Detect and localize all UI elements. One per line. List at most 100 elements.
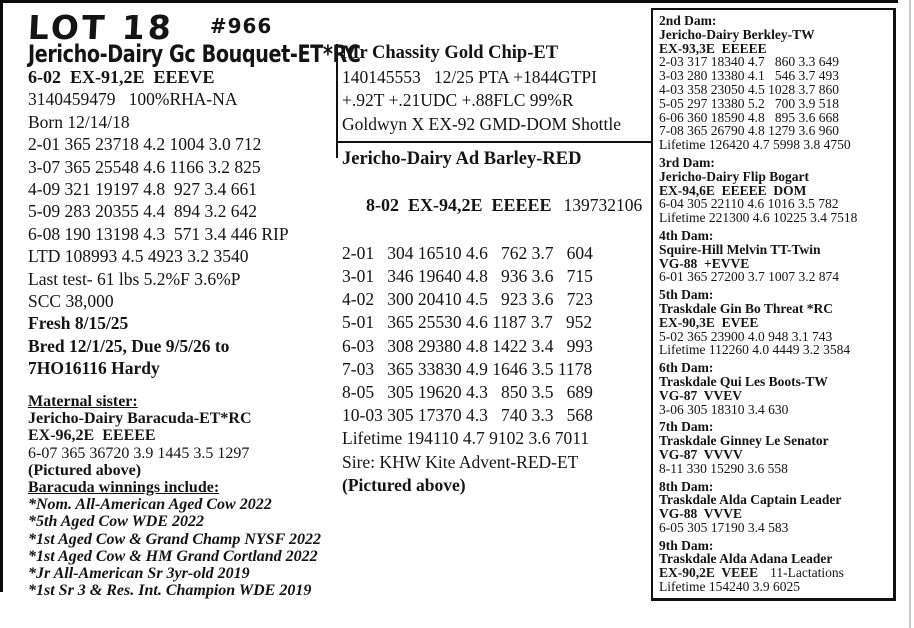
dam-sire-line: Sire: KHW Kite Advent-RED-ET <box>342 451 579 472</box>
dam-box-line: EX-93,3E EEEEE <box>659 40 891 56</box>
service-sire-lines: 140145553 12/25 PTA +1844GTPI +.92T +.21… <box>342 66 642 137</box>
dam-box-line: Traskdale Alda Adana Leader <box>659 552 891 566</box>
maternal-sister-line: *1st Aged Cow & Grand Champ NYSF 2022 <box>28 530 321 548</box>
dam-box-line-text: 8th Dam: <box>659 478 714 494</box>
dam-box-line: Lifetime 112260 4.0 4449 3.2 3584 <box>659 343 891 357</box>
dam-box-line-text: VG-88 +EVVE <box>659 255 750 271</box>
dam-box-line: 8-11 330 15290 3.6 558 <box>659 461 891 476</box>
dam-box-line-text: 6-05 305 17190 3.4 583 <box>659 519 789 535</box>
dam-box-lines: 2nd Dam: Jericho-Dairy Berkley-TW EX-93,… <box>659 14 891 594</box>
dam-box-line-text: Jericho-Dairy Berkley-TW <box>659 26 815 42</box>
dam-box-line-text: EX-90,2E VEEE <box>659 565 759 581</box>
dam-box-line: VG-88 VVVE <box>659 507 891 521</box>
service-sire-block: Mr Chassity Gold Chip-ET 140145553 12/25… <box>342 42 642 136</box>
dam-box-line-text: Traskdale Alda Captain Leader <box>659 492 842 508</box>
dam-record-line: 10-03 305 17370 4.3 740 3.3 568 <box>342 405 593 426</box>
dam-block: Jericho-Dairy Ad Barley-RED 8-02 EX-94,2… <box>342 148 647 497</box>
animal-line: LTD 108993 4.5 4923 3.2 3540 <box>28 246 249 267</box>
dam-box-line-text: VG-87 VVVV <box>659 446 743 462</box>
dam-score-line: 8-02 EX-94,2E EEEEE 139732106 <box>342 171 647 242</box>
lot-number: #966 <box>209 14 273 38</box>
dam-lifetime-line: Lifetime 194110 4.7 9102 3.6 7011 <box>342 428 590 449</box>
dam-box-line: VG-87 VVEV <box>659 387 891 403</box>
dam-box-line-text: 6-04 305 22110 4.6 1016 3.5 782 <box>659 196 839 212</box>
page-top-border <box>0 0 898 3</box>
pedigree-dams-box: 2nd Dam: Jericho-Dairy Berkley-TW EX-93,… <box>651 8 896 601</box>
dam-box-line-text: EX-94,6E EEEEE DOM <box>659 182 807 198</box>
dam-box-line-text: 6-01 365 27200 3.7 1007 3.2 874 <box>659 269 839 285</box>
animal-line: 3140459479 100%RHA-NA <box>28 89 238 110</box>
dam-box-line-text: 2nd Dam: <box>659 13 717 28</box>
animal-line: 2-01 365 23718 4.2 1004 3.0 712 <box>28 134 262 155</box>
dam-box-line: 6-04 305 22110 4.6 1016 3.5 782 <box>659 197 891 211</box>
animal-line: Bred 12/1/25, Due 9/5/26 to <box>28 335 230 356</box>
service-sire-name: Mr Chassity Gold Chip-ET <box>342 43 559 63</box>
dam-box-line: 5-02 365 23900 4.0 948 3.1 743 <box>659 328 891 344</box>
dam-box-line: Lifetime 126420 4.7 5998 3.8 4750 <box>659 138 891 152</box>
dam-box-line: 6-01 365 27200 3.7 1007 3.2 874 <box>659 270 891 284</box>
animal-line: 6-08 190 13198 4.3 571 3.4 446 RIP <box>28 223 289 244</box>
dam-box-line: Traskdale Gin Bo Threat *RC <box>659 302 891 316</box>
dam-box-line: EX-90,3E EVEE <box>659 315 891 330</box>
animal-lines: 3140459479 100%RHA-NA Born 12/14/18 2-01… <box>28 88 338 379</box>
dam-box-line-text: 7th Dam: <box>659 419 714 435</box>
dam-box-line: Lifetime 221300 4.6 10225 3.4 7518 <box>659 211 891 225</box>
animal-line: 3-07 365 25548 4.6 1166 3.2 825 <box>28 156 261 177</box>
dam-box-line: EX-94,6E EEEEE DOM <box>659 182 891 198</box>
animal-line: 4-09 321 19197 4.8 927 3.4 661 <box>28 179 257 200</box>
maternal-sister-line: *Nom. All-American Aged Cow 2022 <box>28 496 272 514</box>
dam-pictured-note: (Pictured above) <box>342 474 466 495</box>
maternal-sister-line: Maternal sister: <box>28 393 138 410</box>
maternal-sister-line: Jericho-Dairy Baracuda-ET*RC <box>28 410 252 428</box>
animal-name: Jericho-Dairy Gc Bouquet-ET*RC <box>28 40 361 68</box>
dam-box-line-text: 5-05 297 13380 5.2 700 3.9 518 <box>659 95 839 111</box>
dam-box-line: 6-05 305 17190 3.4 583 <box>659 519 891 535</box>
dam-box-line: Traskdale Alda Captain Leader <box>659 493 891 507</box>
dam-name: Jericho-Dairy Ad Barley-RED <box>342 149 582 169</box>
animal-line: Last test- 61 lbs 5.2%F 3.6%P <box>28 268 241 289</box>
maternal-sister-line: Baracuda winnings include: <box>28 479 220 497</box>
dam-box-line-text: Traskdale Gin Bo Threat *RC <box>659 300 834 316</box>
dam-box-line: 6-06 360 18590 4.8 895 3.6 668 <box>659 109 891 125</box>
middle-column-divider-vertical <box>336 44 338 158</box>
dam-box-line: 6th Dam: <box>659 361 891 375</box>
dam-box-line: Lifetime 154240 3.9 6025 <box>659 580 891 594</box>
dam-box-line-text: Traskdale Qui Les Boots-TW <box>659 373 828 389</box>
dam-box-line: 9th Dam: <box>659 537 891 553</box>
dam-record-line: 4-02 300 20410 4.5 923 3.6 723 <box>342 289 593 310</box>
dam-box-line-text: Traskdale Ginney Le Senator <box>659 433 829 449</box>
dam-box-line: 3-06 305 18310 3.4 630 <box>659 401 891 417</box>
page-left-border <box>0 0 3 592</box>
dam-box-line-text: VG-88 VVVE <box>659 506 743 522</box>
dam-box-line: Traskdale Qui Les Boots-TW <box>659 375 891 389</box>
dam-box-line-text: VG-87 VVEV <box>659 387 743 403</box>
maternal-sister-line: (Pictured above) <box>28 461 142 479</box>
dam-box-line-text: 5th Dam: <box>659 287 714 303</box>
dam-box-line-text: 2-03 317 18340 4.7 860 3.3 649 <box>659 54 839 70</box>
maternal-sister-line: *5th Aged Cow WDE 2022 <box>28 513 205 531</box>
scan-edge-line <box>909 0 911 628</box>
dam-box-line-text: 3-06 305 18310 3.4 630 <box>659 401 789 417</box>
dam-records: 2-01 304 16510 4.6 762 3.7 604 3-01 346 … <box>342 242 647 428</box>
service-sire-line: +.92T +.21UDC +.88FLC 99%R <box>342 90 574 110</box>
dam-box-line-text: Lifetime 112260 4.0 4449 3.2 3584 <box>659 342 851 358</box>
dam-box-line: 5-05 297 13380 5.2 700 3.9 518 <box>659 95 891 111</box>
dam-box-line-text: 6-06 360 18590 4.8 895 3.6 668 <box>659 109 839 125</box>
dam-box-line: Jericho-Dairy Berkley-TW <box>659 26 891 42</box>
animal-line: 7HO16116 Hardy <box>28 358 160 379</box>
dam-box-line: 2nd Dam: <box>659 14 891 28</box>
dam-record-line: 2-01 304 16510 4.6 762 3.7 604 <box>342 242 593 263</box>
dam-box-line-text: 9th Dam: <box>659 537 714 553</box>
dam-box-line-text: 3-03 280 13380 4.1 546 3.7 493 <box>659 68 839 84</box>
dam-box-line: 8th Dam: <box>659 478 891 494</box>
dam-box-line: Squire-Hill Melvin TT-Twin <box>659 242 891 257</box>
dam-box-line-text: 4-03 358 23050 4.5 1028 3.7 860 <box>659 81 839 97</box>
dam-box-line: 4th Dam: <box>659 229 891 243</box>
dam-box-line-text: EX-93,3E EEEEE <box>659 40 767 56</box>
maternal-sister-line: *1st Sr 3 & Res. Int. Champion WDE 2019 <box>28 582 312 600</box>
maternal-sister-line: *Jr All-American Sr 3yr-old 2019 <box>28 565 250 583</box>
maternal-sister-block: Maternal sister: Jericho-Dairy Baracuda-… <box>28 393 348 599</box>
dam-box-line-text: 5-02 365 23900 4.0 948 3.1 743 <box>659 328 833 344</box>
dam-box-line: 7th Dam: <box>659 420 891 434</box>
dam-registration-number: 139732106 <box>563 195 643 216</box>
